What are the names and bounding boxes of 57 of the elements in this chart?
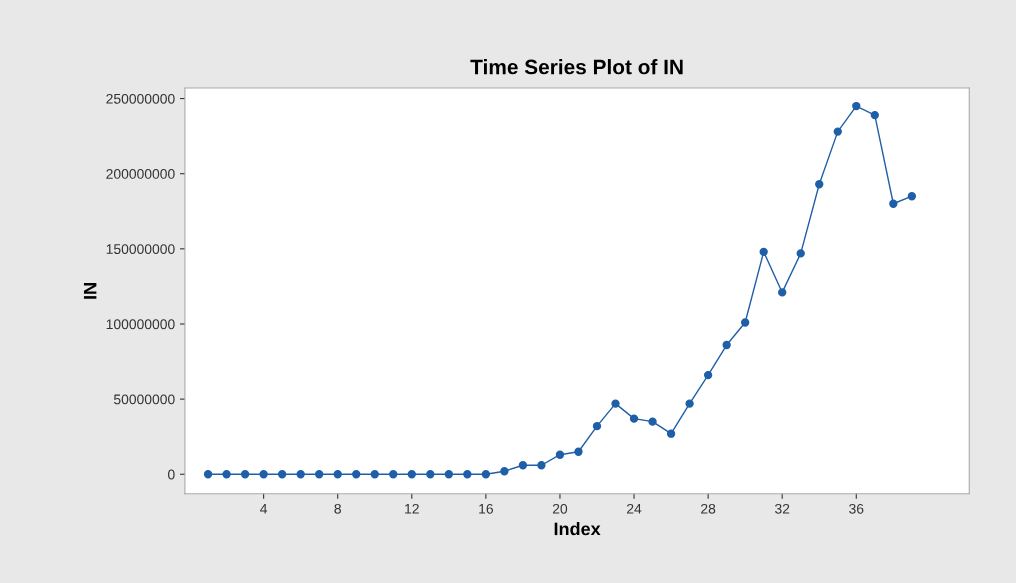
point — [796, 249, 805, 258]
point — [778, 288, 787, 297]
point — [592, 422, 602, 431]
y-tick-label: 100000000 — [106, 319, 175, 330]
x-tick-label: 20 — [552, 503, 568, 514]
x-tick-label: 16 — [479, 503, 493, 514]
point — [240, 470, 250, 479]
point — [648, 417, 657, 426]
point — [852, 101, 861, 111]
x-tick-label: 32 — [775, 503, 790, 514]
point — [703, 370, 713, 380]
point — [815, 180, 824, 189]
x-tick-label: 28 — [701, 503, 716, 514]
y-tick-label: 250000000 — [106, 93, 175, 104]
point — [870, 110, 879, 120]
point — [833, 127, 842, 136]
point — [389, 470, 398, 479]
point — [889, 199, 898, 208]
x-axis-title: Index — [554, 522, 601, 536]
point — [740, 318, 750, 327]
point — [277, 470, 287, 479]
x-tick-label: 12 — [405, 503, 419, 514]
x-tick-label: 4 — [260, 504, 268, 514]
point — [759, 247, 768, 257]
point — [370, 470, 379, 479]
point — [426, 470, 435, 479]
y-axis-title: IN — [83, 283, 97, 299]
point — [352, 470, 361, 479]
point — [222, 470, 231, 479]
point — [203, 470, 213, 479]
y-tick-label: 150000000 — [106, 244, 175, 255]
point — [666, 429, 676, 438]
x-tick-label: 8 — [334, 503, 341, 514]
point — [463, 470, 472, 479]
y-tick-label: 50000000 — [113, 394, 175, 405]
point — [296, 470, 305, 479]
point — [574, 447, 583, 456]
point — [629, 414, 639, 423]
y-tick-label: 0 — [168, 469, 175, 480]
point — [407, 470, 416, 479]
point — [555, 450, 565, 459]
point — [333, 470, 342, 479]
point — [481, 470, 491, 479]
x-tick-label: 36 — [849, 503, 864, 514]
y-tick-label: 200000000 — [106, 169, 175, 179]
point — [518, 461, 528, 470]
point — [259, 470, 268, 479]
point — [315, 470, 324, 479]
chart-title: Time Series Plot of IN — [470, 59, 683, 75]
x-tick-label: 24 — [627, 503, 642, 514]
point — [444, 470, 453, 479]
point — [611, 399, 620, 408]
point — [537, 461, 546, 470]
point — [500, 467, 509, 476]
point — [907, 192, 917, 201]
point — [685, 399, 694, 408]
point — [722, 340, 731, 350]
